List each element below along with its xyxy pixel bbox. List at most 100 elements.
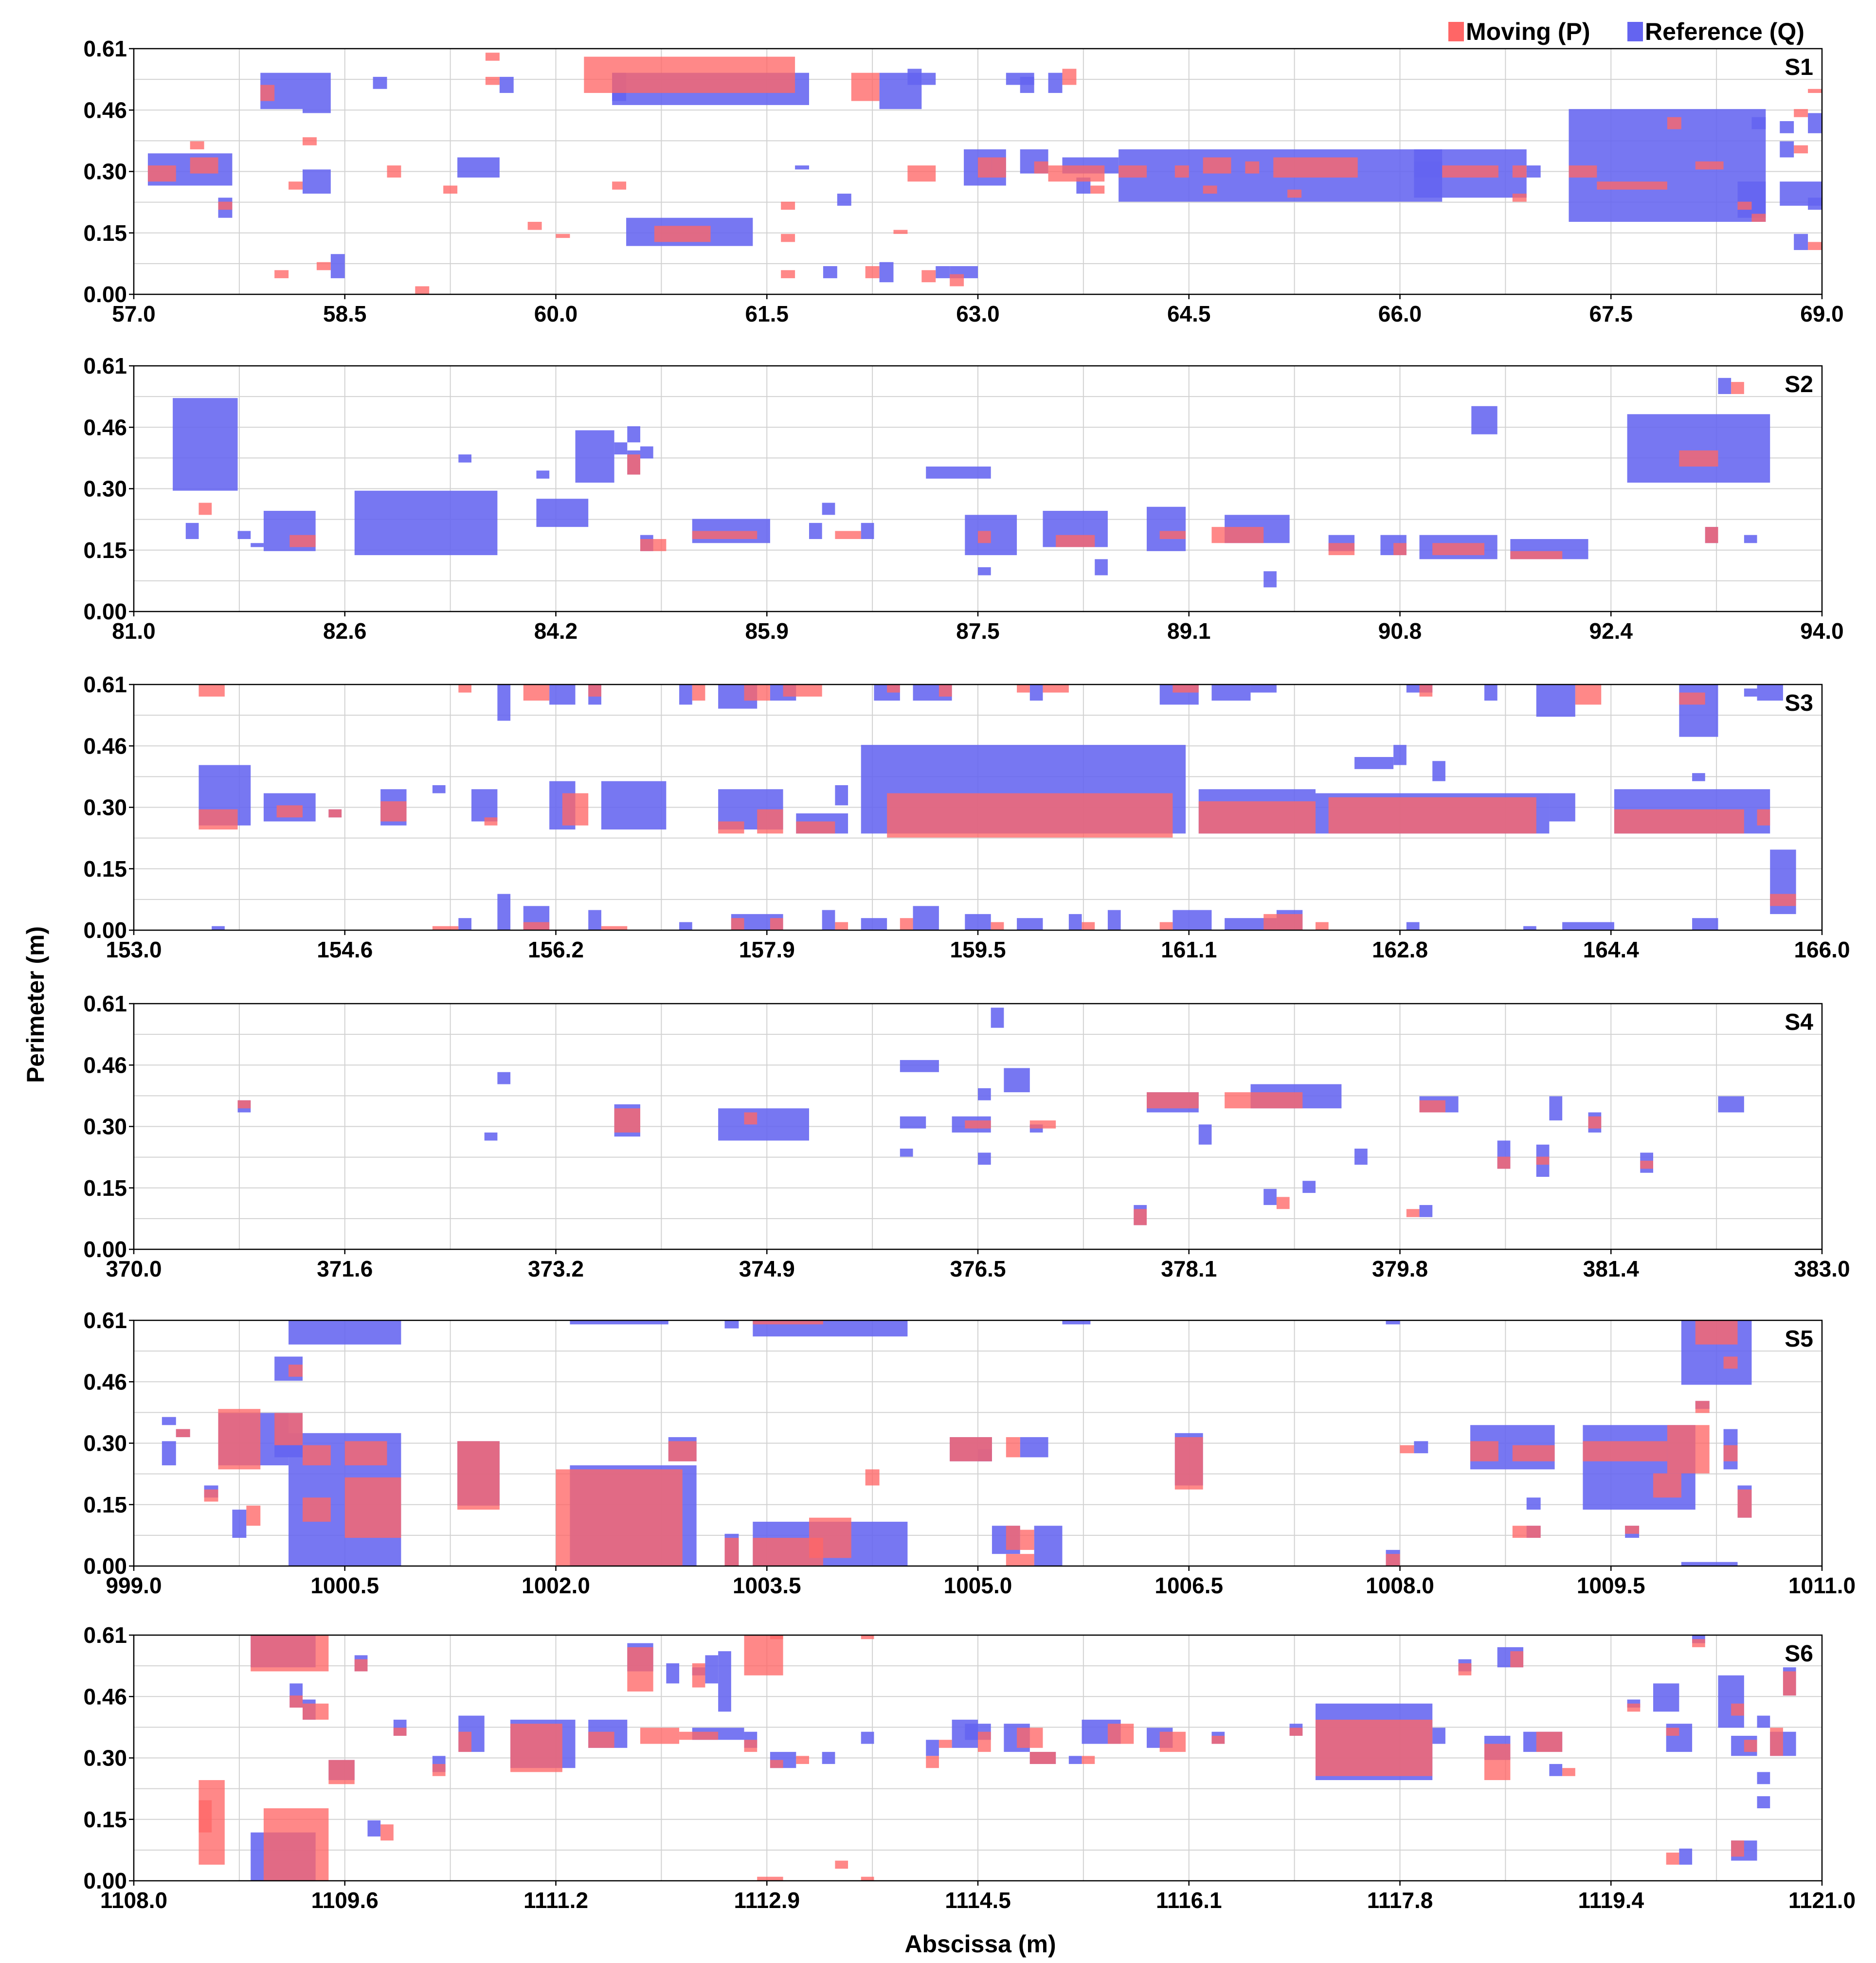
moving-box xyxy=(1731,382,1744,394)
x-tick-label: 373.2 xyxy=(528,1256,584,1281)
moving-box xyxy=(1400,1445,1414,1454)
y-tick-label: 0.61 xyxy=(83,353,127,378)
reference-box xyxy=(627,426,640,443)
reference-box xyxy=(497,1072,511,1084)
moving-box xyxy=(654,226,711,242)
moving-box xyxy=(147,165,176,182)
moving-box xyxy=(510,1724,562,1772)
reference-box xyxy=(162,1417,176,1425)
reference-box xyxy=(1062,1320,1091,1325)
reference-box xyxy=(1393,745,1407,765)
data-layer xyxy=(173,378,1770,588)
reference-box xyxy=(913,906,939,930)
reference-box xyxy=(471,789,498,822)
moving-box xyxy=(887,793,1173,838)
moving-box xyxy=(907,165,936,182)
panels: 0.00 0.15 0.30 0.46 0.61 57.0 58.5 60.0 61.5 63.0… xyxy=(83,36,1856,1913)
moving-box xyxy=(1667,1425,1710,1474)
x-tick-label: 1000.5 xyxy=(310,1573,379,1598)
x-tick-label: 67.5 xyxy=(1589,301,1633,326)
moving-box xyxy=(757,809,783,834)
moving-box xyxy=(1575,684,1602,705)
reference-box xyxy=(823,266,837,278)
moving-box xyxy=(1043,684,1069,693)
reference-box xyxy=(1523,926,1536,930)
legend-reference-swatch xyxy=(1627,22,1643,41)
moving-box xyxy=(1597,181,1667,190)
reference-box xyxy=(1549,1764,1563,1776)
x-tick-label: 1002.0 xyxy=(522,1573,590,1598)
moving-box xyxy=(588,1731,614,1748)
panel-s4: 0.00 0.15 0.30 0.46 0.61 370.0 371.6 373.2 374.9… xyxy=(83,991,1850,1281)
y-tick-label: 0.46 xyxy=(83,1052,127,1078)
x-tick-label: 1114.5 xyxy=(945,1888,1011,1913)
moving-box xyxy=(588,684,601,697)
moving-box xyxy=(950,1437,992,1461)
reference-box xyxy=(173,398,238,491)
moving-box xyxy=(1107,1724,1134,1744)
moving-box xyxy=(263,1808,329,1881)
panel-s6: 0.00 0.15 0.30 0.46 0.61 1108.0 1109.6 1111.2 11… xyxy=(83,1622,1856,1913)
moving-box xyxy=(458,684,471,693)
moving-box xyxy=(861,1876,874,1881)
moving-box xyxy=(796,1756,809,1764)
moving-box xyxy=(1497,1156,1511,1169)
moving-box xyxy=(387,165,401,178)
moving-box xyxy=(190,157,218,174)
reference-box xyxy=(1068,1756,1082,1764)
x-tick-label: 82.6 xyxy=(323,618,367,644)
moving-box xyxy=(926,1756,939,1768)
reference-box xyxy=(1386,1320,1400,1325)
y-tick-label: 0.00 xyxy=(83,599,127,624)
moving-box xyxy=(1134,1209,1147,1225)
reference-box xyxy=(212,926,225,930)
moving-box xyxy=(1406,1209,1420,1217)
moving-box xyxy=(1705,527,1718,543)
reference-box xyxy=(458,454,471,463)
moving-box xyxy=(328,809,342,818)
moving-box xyxy=(950,274,964,287)
legend-moving-swatch xyxy=(1448,22,1464,41)
reference-box xyxy=(1718,378,1732,394)
reference-box xyxy=(1653,1683,1679,1712)
reference-box xyxy=(1681,1562,1738,1566)
moving-box xyxy=(1048,165,1105,182)
moving-box xyxy=(1679,692,1705,705)
reference-box xyxy=(1526,165,1541,178)
moving-box xyxy=(274,1413,303,1445)
x-tick-label: 370.0 xyxy=(106,1256,162,1281)
reference-box xyxy=(1198,1124,1212,1145)
x-tick-label: 153.0 xyxy=(106,937,162,962)
reference-box xyxy=(724,1320,739,1329)
reference-box xyxy=(1757,1772,1770,1784)
reference-box xyxy=(1095,559,1108,576)
reference-box xyxy=(432,785,446,793)
legend-reference-label: Reference (Q) xyxy=(1645,18,1804,45)
reference-box xyxy=(549,684,576,705)
moving-box xyxy=(770,1760,783,1768)
moving-box xyxy=(1783,1671,1796,1696)
moving-box xyxy=(1006,1554,1034,1566)
moving-box xyxy=(1316,922,1329,930)
reference-box xyxy=(497,684,511,721)
y-tick-label: 0.61 xyxy=(83,1622,127,1648)
moving-box xyxy=(718,821,744,834)
reference-box xyxy=(1627,414,1770,483)
moving-box xyxy=(237,1100,251,1109)
moving-box xyxy=(289,181,303,190)
moving-box xyxy=(938,684,952,697)
moving-box xyxy=(1653,1473,1681,1498)
reference-box xyxy=(1808,198,1822,210)
moving-box xyxy=(1709,161,1724,170)
moving-box xyxy=(770,918,783,930)
moving-box xyxy=(1614,809,1744,834)
x-tick-label: 379.8 xyxy=(1372,1256,1428,1281)
y-tick-label: 0.30 xyxy=(83,795,127,820)
panel-label: S5 xyxy=(1785,1326,1813,1352)
moving-box xyxy=(1203,157,1231,174)
moving-box xyxy=(584,56,795,93)
x-tick-label: 1008.0 xyxy=(1366,1573,1434,1598)
reference-box xyxy=(1569,109,1766,222)
reference-box xyxy=(835,785,848,806)
moving-box xyxy=(354,1659,368,1672)
